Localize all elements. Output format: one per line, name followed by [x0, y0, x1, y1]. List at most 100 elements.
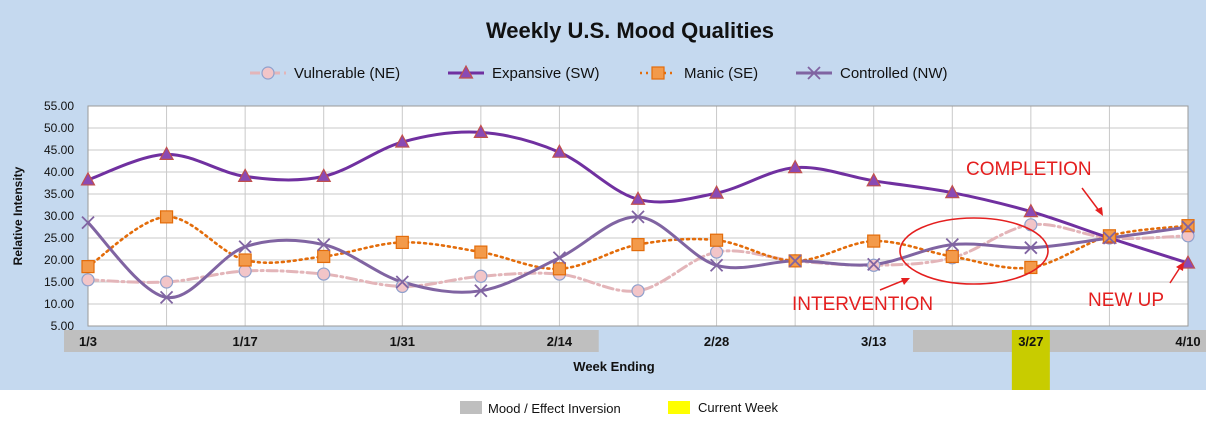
inversion-swatch	[460, 401, 482, 414]
x-axis-band	[64, 330, 1206, 390]
marker-x-stroke	[159, 290, 174, 305]
data-point-2	[552, 262, 567, 276]
data-point-1	[473, 124, 489, 138]
data-point-2	[474, 245, 488, 259]
legend-label: Controlled (NW)	[840, 65, 948, 82]
x-tick-label: 3/13	[861, 334, 886, 349]
y-tick-label: 40.00	[44, 165, 74, 179]
marker-x-stroke	[395, 275, 409, 289]
y-tick-label: 55.00	[44, 99, 74, 113]
y-tick-label: 35.00	[44, 187, 74, 201]
data-point-3	[81, 215, 95, 230]
data-point-2	[631, 238, 645, 252]
marker-x-stroke	[1181, 220, 1195, 234]
annotations: COMPLETION INTERVENTION NEW UP	[792, 159, 1184, 315]
x-tick-label: 4/10	[1175, 334, 1200, 349]
data-point-2	[1102, 229, 1117, 243]
data-point-1	[1023, 203, 1039, 218]
data-point-3	[238, 240, 252, 254]
bottom-legend: Mood / Effect Inversion Current Week	[460, 400, 778, 416]
marker-x-stroke	[1024, 241, 1038, 255]
data-point-3	[945, 237, 959, 252]
legend-marker	[261, 66, 275, 80]
marker-x-stroke	[807, 66, 821, 80]
marker-x-stroke	[474, 284, 488, 298]
inversion-legend-label: Mood / Effect Inversion	[488, 401, 621, 416]
legend-label: Manic (SE)	[684, 65, 758, 82]
data-point-2	[238, 253, 252, 267]
data-point-3	[1024, 241, 1038, 255]
x-axis-ticks: 1/3 1/17 1/31 2/14 2/28 3/13 3/27 4/10	[79, 334, 1201, 349]
legend-marker	[651, 66, 665, 80]
data-point-3	[317, 237, 331, 252]
x-tick-label: 1/3	[79, 334, 97, 349]
y-axis-label: Relative Intensity	[11, 166, 25, 265]
data-point-1	[237, 168, 253, 182]
data-point-2	[81, 260, 95, 274]
data-point-0	[81, 273, 95, 287]
data-point-3	[395, 275, 409, 289]
series-line-2	[88, 215, 1188, 271]
data-point-1	[1180, 254, 1196, 269]
new-up-arrow	[1169, 265, 1182, 284]
data-point-1	[866, 172, 882, 187]
legend-label: Vulnerable (NE)	[294, 65, 400, 82]
data-point-3	[552, 251, 567, 265]
x-tick-label: 1/31	[390, 334, 415, 349]
data-point-1	[709, 184, 725, 199]
data-point-1	[316, 168, 332, 182]
y-tick-label: 50.00	[44, 121, 74, 135]
legend-label: Expansive (SW)	[492, 65, 600, 82]
data-point-3	[474, 284, 488, 298]
data-point-2	[317, 249, 331, 264]
chart-title: Weekly U.S. Mood Qualities	[486, 18, 774, 43]
data-point-1	[159, 146, 175, 160]
data-point-0	[474, 269, 488, 283]
x-tick-label: 1/17	[232, 334, 257, 349]
data-point-3	[631, 210, 645, 224]
marker-x-stroke	[238, 240, 252, 254]
data-point-1	[80, 171, 96, 186]
marker-x-stroke	[788, 254, 802, 268]
marker-x-stroke	[1102, 231, 1117, 245]
annotation-new-up: NEW UP	[1088, 290, 1164, 311]
x-tick-label: 2/28	[704, 334, 729, 349]
legend-marker	[807, 66, 821, 80]
x-tick-label: 3/27	[1018, 334, 1043, 349]
x-tick-label: 2/14	[547, 334, 573, 349]
series-line-3	[88, 215, 1188, 299]
legend: Vulnerable (NE) Expansive (SW) Manic (SE) C…	[250, 64, 948, 82]
series-markers	[80, 124, 1196, 305]
current-week-swatch	[668, 401, 690, 414]
y-tick-label: 45.00	[44, 143, 74, 157]
data-point-3	[159, 290, 174, 305]
y-tick-label: 5.00	[51, 319, 75, 333]
annotation-intervention: INTERVENTION	[792, 294, 933, 315]
data-point-1	[630, 191, 646, 205]
marker-x-stroke	[552, 251, 567, 265]
marker-x-stroke	[945, 237, 959, 252]
y-tick-label: 20.00	[44, 253, 74, 267]
data-point-0	[317, 267, 331, 281]
legend-marker	[458, 64, 474, 79]
page-bottom	[0, 390, 1206, 424]
y-tick-label: 15.00	[44, 275, 74, 289]
new-up-arrowhead	[1176, 262, 1184, 271]
data-point-0	[395, 279, 409, 293]
data-point-1	[944, 184, 960, 199]
marker-x-stroke	[709, 258, 724, 272]
gridlines	[87, 105, 1189, 327]
current-week-band	[1011, 330, 1050, 390]
plot-border	[87, 105, 1189, 327]
annotation-completion: COMPLETION	[966, 159, 1092, 180]
current-week-legend-label: Current Week	[698, 400, 778, 415]
intervention-circle	[899, 217, 1049, 285]
data-point-2	[1181, 219, 1195, 233]
data-point-2	[867, 234, 881, 248]
y-tick-label: 30.00	[44, 209, 74, 223]
marker-x-stroke	[81, 215, 95, 230]
marker-x-stroke	[867, 257, 881, 272]
data-point-0	[238, 264, 252, 278]
data-point-2	[945, 249, 959, 264]
